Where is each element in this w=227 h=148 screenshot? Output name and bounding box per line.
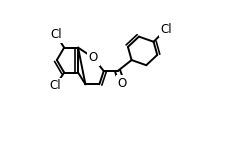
- Text: O: O: [89, 51, 98, 64]
- Text: Cl: Cl: [49, 79, 61, 92]
- Text: Cl: Cl: [160, 23, 171, 36]
- Text: Cl: Cl: [50, 28, 61, 41]
- Text: O: O: [117, 77, 126, 90]
